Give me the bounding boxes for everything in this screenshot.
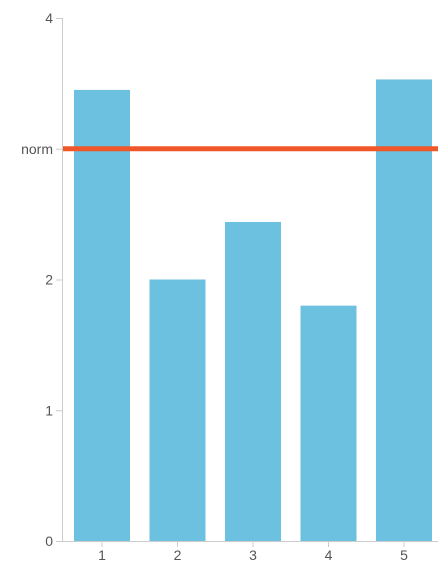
x-tick-label: 4 — [325, 547, 333, 563]
x-tick-label: 3 — [249, 547, 257, 563]
bar-1 — [74, 89, 130, 541]
bars-group — [74, 79, 432, 541]
y-tick-label: 2 — [45, 272, 53, 288]
bar-4 — [300, 305, 357, 541]
y-tick-label: 1 — [45, 402, 53, 418]
y-tick-label: norm — [21, 141, 53, 157]
x-tick-label: 1 — [98, 547, 106, 563]
x-axis-ticks: 1 2 3 4 5 — [98, 541, 408, 563]
y-tick-label: 0 — [45, 533, 53, 549]
bar-5 — [376, 79, 432, 541]
bar-3 — [225, 221, 281, 541]
x-tick-label: 5 — [400, 547, 408, 563]
bar-2 — [149, 279, 206, 541]
y-axis-ticks: 0 1 2 norm 4 — [21, 10, 62, 549]
y-tick-label: 4 — [45, 10, 53, 26]
x-tick-label: 2 — [174, 547, 182, 563]
